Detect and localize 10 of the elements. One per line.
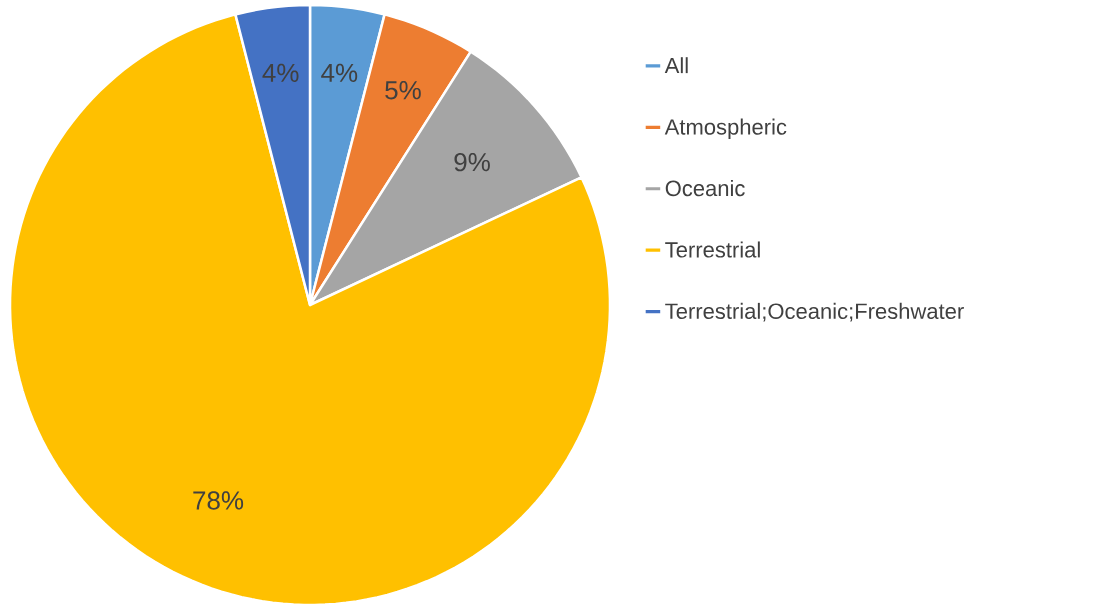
data-label: 78% bbox=[193, 491, 244, 510]
legend-label: All bbox=[664, 57, 688, 74]
data-label: 4% bbox=[321, 63, 358, 82]
data-label: 9% bbox=[454, 152, 490, 172]
legend-label: Terrestrial;Oceanic;Freshwater bbox=[665, 302, 964, 322]
data-label: 5% bbox=[385, 81, 421, 100]
data-label: 4% bbox=[262, 63, 299, 82]
legend-label: Atmospheric bbox=[664, 118, 787, 140]
legend-label: Terrestrial bbox=[665, 241, 760, 258]
legend-label: Oceanic bbox=[665, 180, 745, 197]
